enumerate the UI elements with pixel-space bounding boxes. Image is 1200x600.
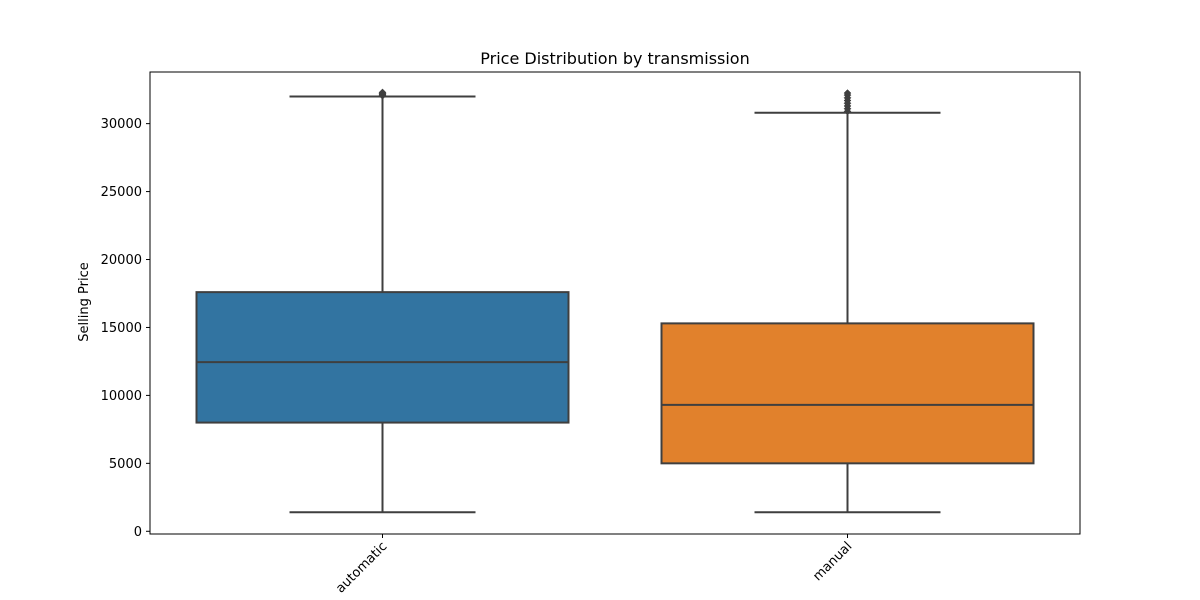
y-tick-label: 30000 bbox=[101, 117, 142, 132]
y-axis-label: Selling Price bbox=[77, 262, 92, 341]
box-manual bbox=[660, 322, 1035, 465]
y-tick-label: 10000 bbox=[101, 389, 142, 404]
outlier-point bbox=[378, 88, 387, 97]
y-tick-label: 20000 bbox=[101, 253, 142, 268]
chart-title: Price Distribution by transmission bbox=[480, 49, 749, 68]
y-tick-label: 5000 bbox=[109, 457, 142, 472]
box-automatic bbox=[195, 291, 570, 424]
y-tick-label: 25000 bbox=[101, 185, 142, 200]
plot-frame bbox=[149, 71, 1081, 535]
y-tick-label: 15000 bbox=[101, 321, 142, 336]
y-tick-label: 0 bbox=[134, 525, 142, 540]
outlier-point bbox=[843, 89, 852, 97]
